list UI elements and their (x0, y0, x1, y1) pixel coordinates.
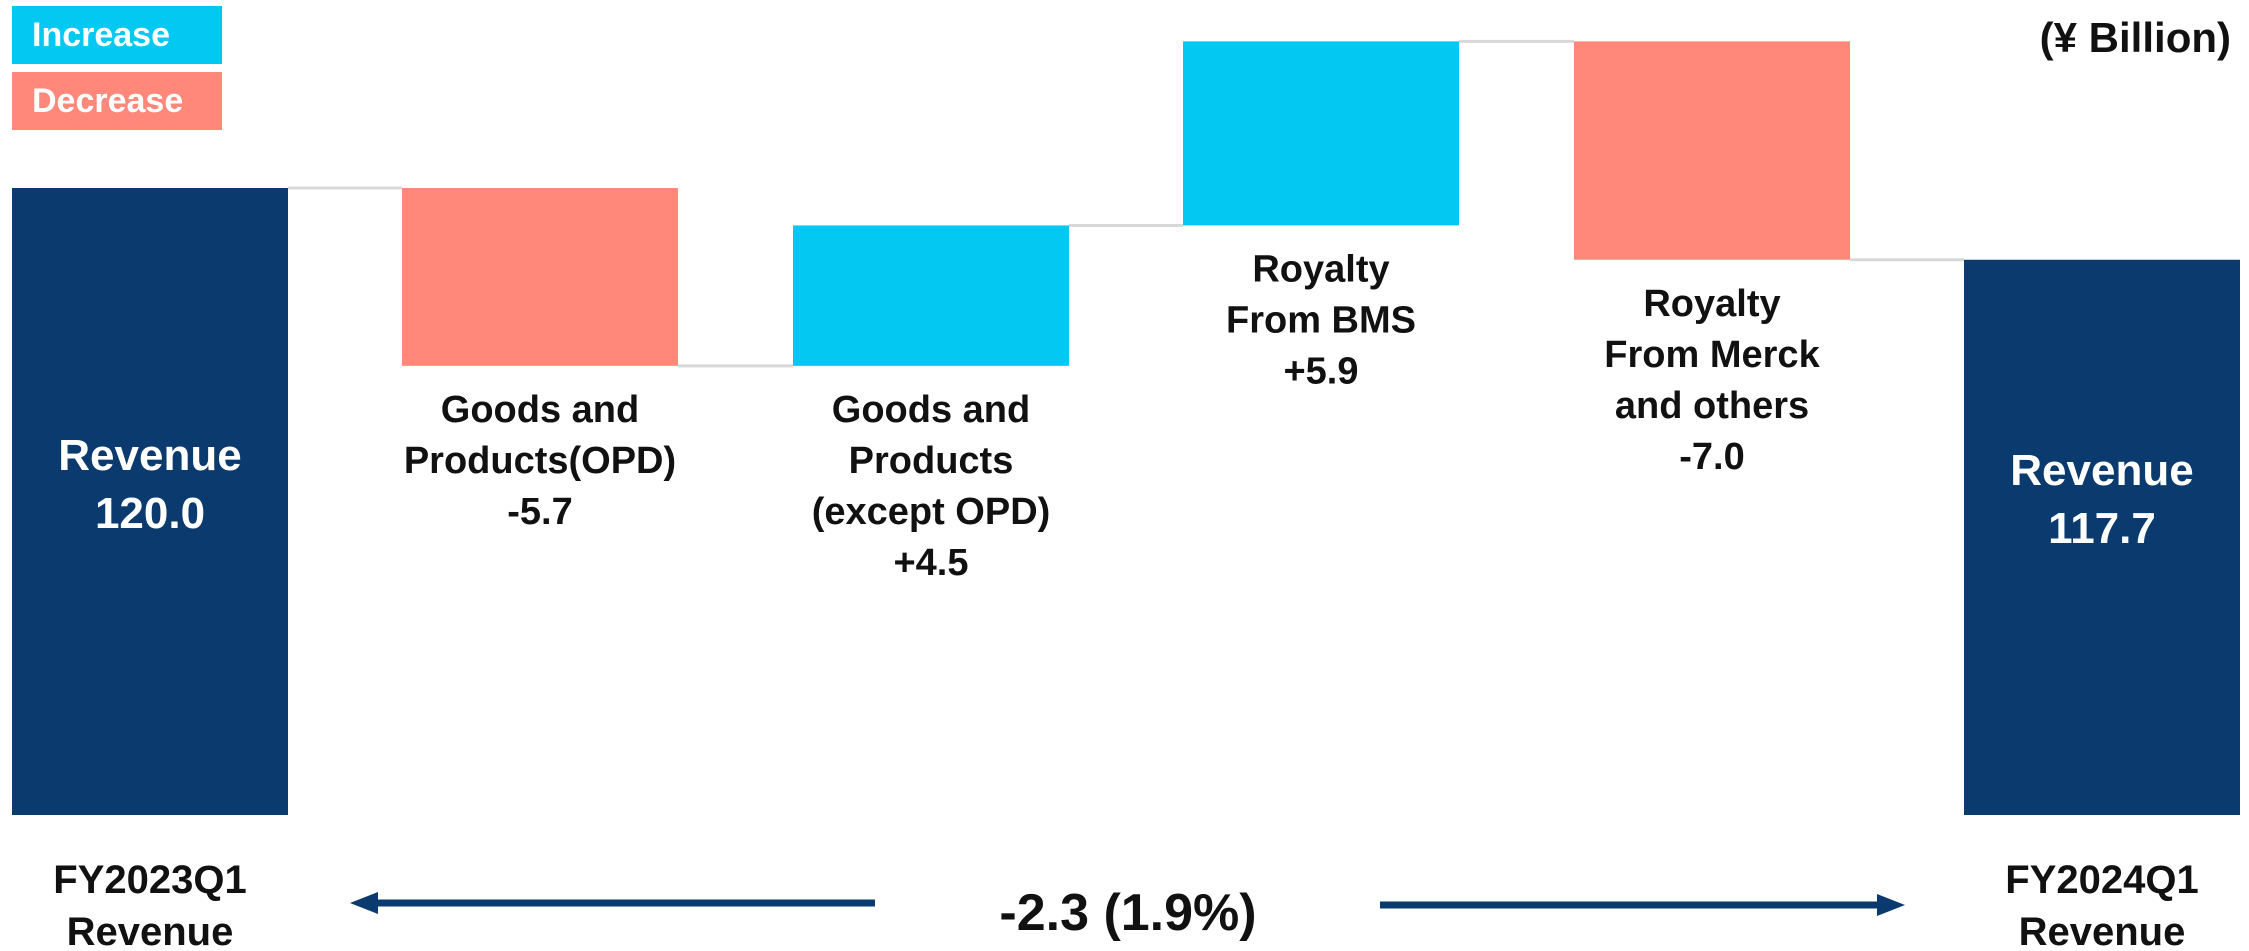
category-label: Revenue (67, 910, 234, 951)
step-label: -5.7 (507, 491, 572, 533)
step-label: Goods and (441, 389, 639, 431)
bar-5 (1574, 41, 1850, 260)
legend-decrease: Decrease (12, 72, 222, 130)
step-label: (except OPD) (812, 491, 1051, 533)
step-label: +4.5 (893, 542, 968, 584)
category-label: FY2024Q1 (2005, 858, 2198, 902)
bar-1 (12, 188, 288, 815)
bar-inner-label: Revenue (58, 431, 241, 480)
bar-4 (1183, 41, 1459, 226)
step-label: Goods and (832, 389, 1030, 431)
step-label: Products (849, 440, 1014, 482)
legend-decrease-label: Decrease (32, 81, 184, 120)
category-label: Revenue (2019, 910, 2186, 951)
step-label: Products(OPD) (404, 440, 676, 482)
change-label: -2.3 (1.9%) (999, 884, 1256, 942)
step-label: From Merck (1604, 334, 1820, 376)
unit-label: (¥ Billion) (2039, 14, 2231, 61)
bar-inner-label: 120.0 (95, 489, 205, 538)
bar-2 (402, 188, 678, 366)
arrow-right-head (1877, 894, 1905, 916)
bar-inner-label: 117.7 (2048, 504, 2156, 553)
step-label: From BMS (1226, 299, 1416, 341)
bar-inner-label: Revenue (2010, 446, 2193, 495)
category-label: FY2023Q1 (53, 858, 246, 902)
bar-3 (793, 225, 1069, 366)
legend-increase: Increase (12, 6, 222, 64)
arrow-left-head (350, 892, 378, 914)
step-label: Royalty (1643, 283, 1780, 325)
step-label: and others (1615, 385, 1809, 427)
step-label: Royalty (1252, 248, 1389, 290)
step-label: +5.9 (1283, 350, 1358, 392)
legend-increase-label: Increase (32, 15, 170, 54)
step-label: -7.0 (1679, 436, 1744, 478)
bar-6 (1964, 259, 2240, 815)
